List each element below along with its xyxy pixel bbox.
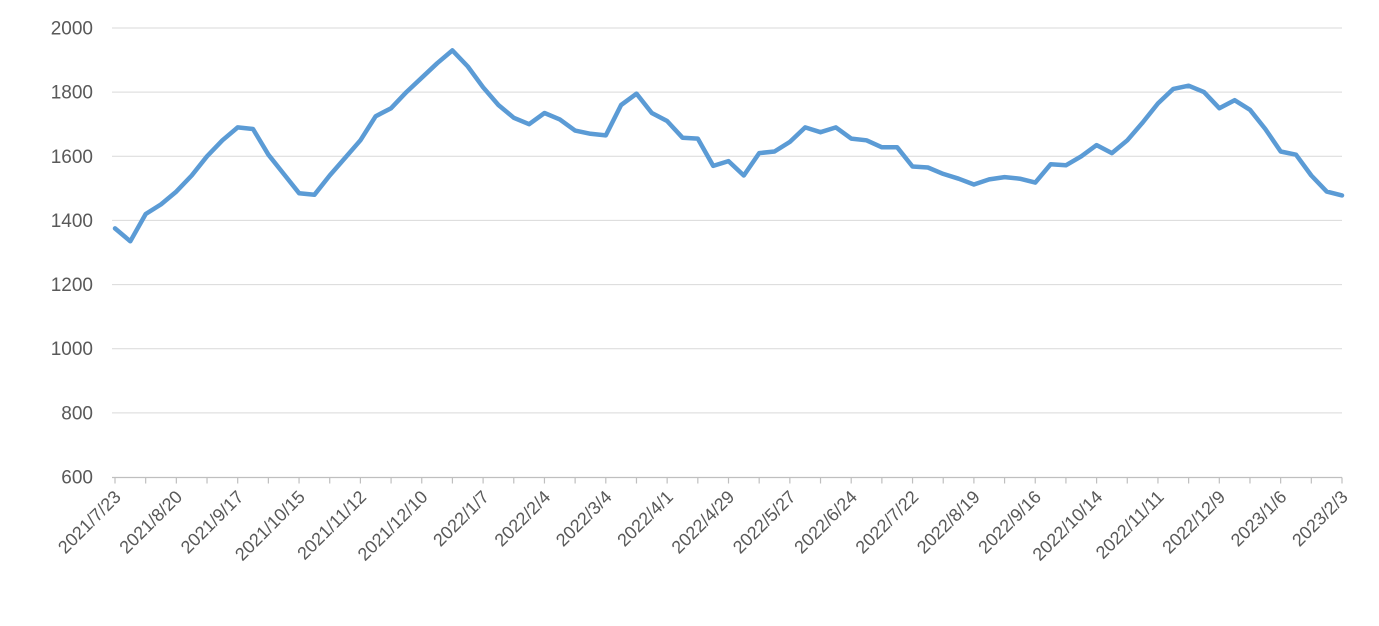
x-axis-tick-label: 2022/5/27 bbox=[729, 487, 800, 558]
y-axis-tick-label: 1600 bbox=[51, 147, 93, 168]
x-axis-tick-label: 2022/8/19 bbox=[913, 487, 984, 558]
y-axis-labels: 600 800 1000 1200 1400 1600 1800 2000 bbox=[51, 19, 93, 489]
gridlines bbox=[112, 27, 1342, 414]
x-axis-tick-label: 2022/1/7 bbox=[429, 487, 493, 551]
y-axis-tick-label: 2000 bbox=[51, 19, 93, 40]
data-series bbox=[112, 48, 1345, 244]
y-axis-tick-label: 1200 bbox=[51, 275, 93, 296]
y-axis-tick-label: 1800 bbox=[51, 83, 93, 104]
x-axis-tick-label: 2023/2/3 bbox=[1288, 487, 1352, 551]
x-axis-tick-label: 2022/7/22 bbox=[852, 487, 923, 558]
data-line bbox=[112, 48, 1345, 244]
y-axis-tick-label: 1000 bbox=[51, 339, 93, 360]
x-axis-tick-label: 2021/8/20 bbox=[115, 487, 186, 558]
x-axis bbox=[112, 476, 1343, 484]
x-axis-tick-label: 2022/4/29 bbox=[668, 487, 739, 558]
y-axis-tick-label: 800 bbox=[61, 403, 93, 424]
x-axis-tick-label: 2022/3/4 bbox=[552, 487, 616, 551]
y-axis-tick-label: 1400 bbox=[51, 211, 93, 232]
x-axis-labels: 2021/7/232021/8/202021/9/172021/10/15202… bbox=[54, 487, 1352, 565]
x-axis-tick-label: 2022/4/1 bbox=[613, 487, 677, 551]
x-axis-tick-label: 2021/7/23 bbox=[54, 487, 125, 558]
x-axis-tick-label: 2022/2/4 bbox=[491, 487, 555, 551]
x-axis-tick-label: 2022/6/24 bbox=[790, 487, 861, 558]
x-axis-tick-label: 2022/12/9 bbox=[1158, 487, 1229, 558]
x-axis-tick-label: 2023/1/6 bbox=[1227, 487, 1291, 551]
y-axis-tick-label: 600 bbox=[61, 468, 93, 489]
